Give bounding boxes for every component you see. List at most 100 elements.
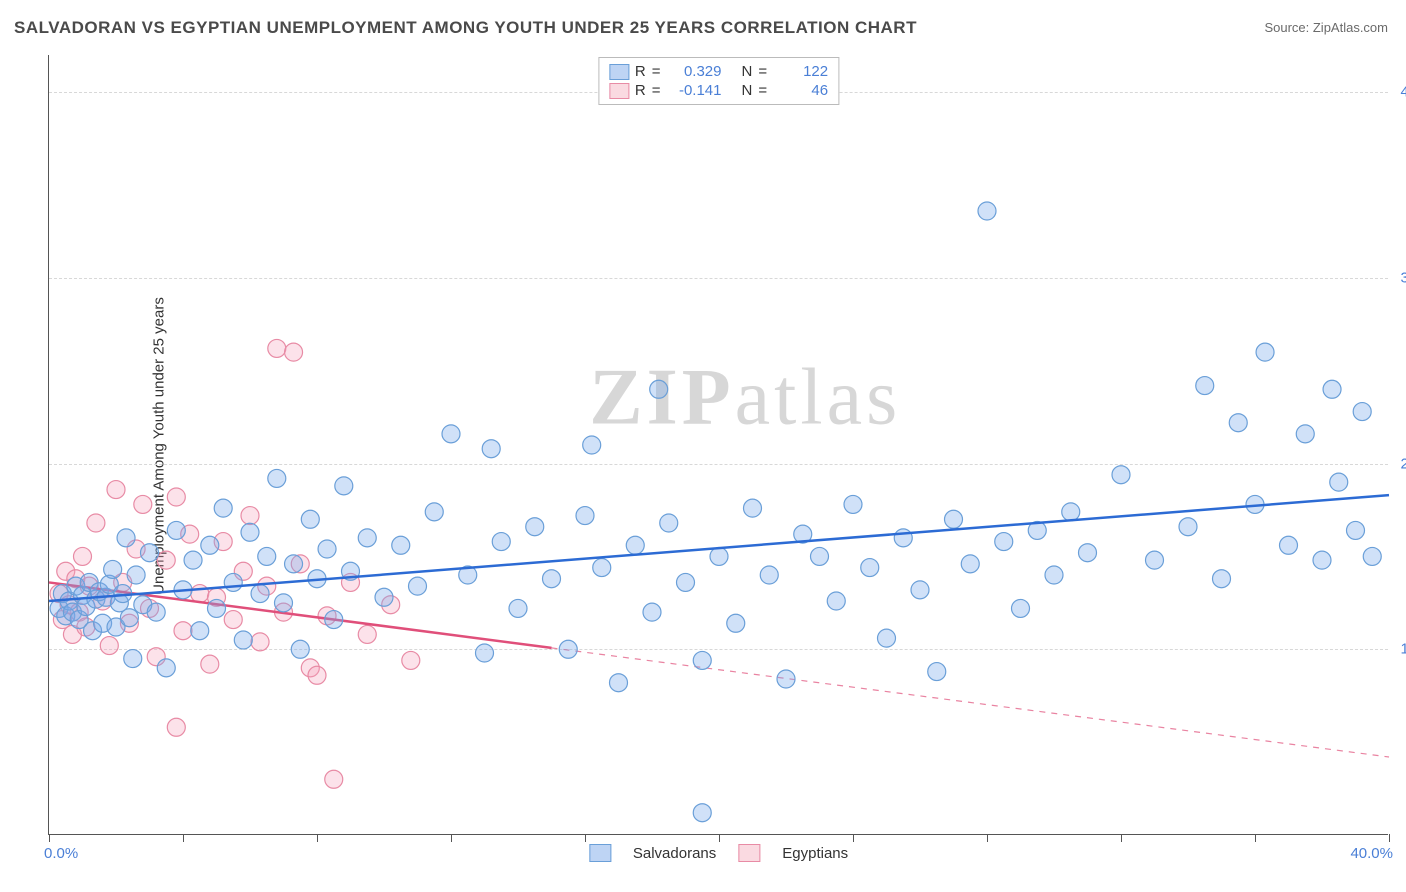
point-salvadorans bbox=[1256, 343, 1274, 361]
point-salvadorans bbox=[1323, 380, 1341, 398]
point-salvadorans bbox=[593, 559, 611, 577]
point-salvadorans bbox=[1146, 551, 1164, 569]
point-egyptians bbox=[402, 651, 420, 669]
point-salvadorans bbox=[978, 202, 996, 220]
point-salvadorans bbox=[1363, 547, 1381, 565]
correlation-stats-box: R = 0.329 N = 122 R = -0.141 N = 46 bbox=[598, 57, 839, 105]
salvadorans-r-value: 0.329 bbox=[667, 63, 722, 80]
point-salvadorans bbox=[945, 510, 963, 528]
point-egyptians bbox=[308, 666, 326, 684]
point-salvadorans bbox=[543, 570, 561, 588]
point-salvadorans bbox=[878, 629, 896, 647]
point-salvadorans bbox=[335, 477, 353, 495]
egyptians-n-value: 46 bbox=[773, 82, 828, 99]
legend-swatch-salvadorans bbox=[589, 844, 611, 862]
stat-equals: = bbox=[652, 63, 661, 80]
point-salvadorans bbox=[1280, 536, 1298, 554]
point-salvadorans bbox=[660, 514, 678, 532]
point-salvadorans bbox=[710, 547, 728, 565]
point-salvadorans bbox=[894, 529, 912, 547]
x-tick bbox=[853, 834, 854, 842]
point-salvadorans bbox=[1353, 403, 1371, 421]
point-salvadorans bbox=[392, 536, 410, 554]
point-egyptians bbox=[224, 611, 242, 629]
x-tick bbox=[1389, 834, 1390, 842]
point-egyptians bbox=[285, 343, 303, 361]
point-salvadorans bbox=[626, 536, 644, 554]
point-salvadorans bbox=[425, 503, 443, 521]
point-salvadorans bbox=[643, 603, 661, 621]
point-egyptians bbox=[268, 339, 286, 357]
trendline-dashed-egyptians bbox=[552, 648, 1390, 757]
point-salvadorans bbox=[208, 599, 226, 617]
point-egyptians bbox=[100, 637, 118, 655]
point-salvadorans bbox=[358, 529, 376, 547]
y-axis-label: 40.0% bbox=[1400, 84, 1406, 101]
point-salvadorans bbox=[476, 644, 494, 662]
point-salvadorans bbox=[777, 670, 795, 688]
point-salvadorans bbox=[1062, 503, 1080, 521]
point-egyptians bbox=[107, 481, 125, 499]
stat-equals-2: = bbox=[758, 63, 767, 80]
point-salvadorans bbox=[961, 555, 979, 573]
x-tick bbox=[987, 834, 988, 842]
chart-title: SALVADORAN VS EGYPTIAN UNEMPLOYMENT AMON… bbox=[14, 18, 917, 38]
y-axis-label: 30.0% bbox=[1400, 269, 1406, 286]
x-tick bbox=[719, 834, 720, 842]
point-egyptians bbox=[241, 507, 259, 525]
stats-row-egyptians: R = -0.141 N = 46 bbox=[609, 81, 828, 100]
point-salvadorans bbox=[1213, 570, 1231, 588]
point-salvadorans bbox=[861, 559, 879, 577]
stat-r-label: R bbox=[635, 63, 646, 80]
point-salvadorans bbox=[1079, 544, 1097, 562]
point-salvadorans bbox=[911, 581, 929, 599]
source-prefix: Source: bbox=[1264, 20, 1312, 35]
point-salvadorans bbox=[576, 507, 594, 525]
swatch-salvadorans bbox=[609, 64, 629, 80]
point-salvadorans bbox=[482, 440, 500, 458]
point-salvadorans bbox=[157, 659, 175, 677]
point-salvadorans bbox=[318, 540, 336, 558]
point-salvadorans bbox=[811, 547, 829, 565]
point-salvadorans bbox=[610, 674, 628, 692]
point-salvadorans bbox=[727, 614, 745, 632]
egyptians-r-value: -0.141 bbox=[667, 82, 722, 99]
point-salvadorans bbox=[104, 560, 122, 578]
source-name: ZipAtlas.com bbox=[1313, 20, 1388, 35]
y-axis-label: 20.0% bbox=[1400, 455, 1406, 472]
point-salvadorans bbox=[147, 603, 165, 621]
point-salvadorans bbox=[995, 533, 1013, 551]
point-salvadorans bbox=[291, 640, 309, 658]
point-salvadorans bbox=[375, 588, 393, 606]
point-salvadorans bbox=[224, 573, 242, 591]
point-salvadorans bbox=[1112, 466, 1130, 484]
x-tick bbox=[183, 834, 184, 842]
point-egyptians bbox=[358, 625, 376, 643]
point-salvadorans bbox=[559, 640, 577, 658]
point-salvadorans bbox=[1330, 473, 1348, 491]
point-salvadorans bbox=[409, 577, 427, 595]
point-egyptians bbox=[134, 495, 152, 513]
point-egyptians bbox=[74, 547, 92, 565]
point-salvadorans bbox=[928, 663, 946, 681]
x-tick bbox=[1121, 834, 1122, 842]
point-salvadorans bbox=[1196, 377, 1214, 395]
stat-n-label: N bbox=[742, 63, 753, 80]
point-egyptians bbox=[157, 551, 175, 569]
point-salvadorans bbox=[693, 804, 711, 822]
point-salvadorans bbox=[120, 609, 138, 627]
salvadorans-n-value: 122 bbox=[773, 63, 828, 80]
point-salvadorans bbox=[325, 611, 343, 629]
point-salvadorans bbox=[1347, 521, 1365, 539]
legend-swatch-egyptians bbox=[738, 844, 760, 862]
point-salvadorans bbox=[301, 510, 319, 528]
x-tick bbox=[451, 834, 452, 842]
swatch-egyptians bbox=[609, 83, 629, 99]
point-egyptians bbox=[201, 655, 219, 673]
point-egyptians bbox=[167, 488, 185, 506]
point-salvadorans bbox=[141, 544, 159, 562]
point-salvadorans bbox=[844, 495, 862, 513]
stat-equals-3: = bbox=[652, 82, 661, 99]
point-salvadorans bbox=[191, 622, 209, 640]
point-egyptians bbox=[251, 633, 269, 651]
